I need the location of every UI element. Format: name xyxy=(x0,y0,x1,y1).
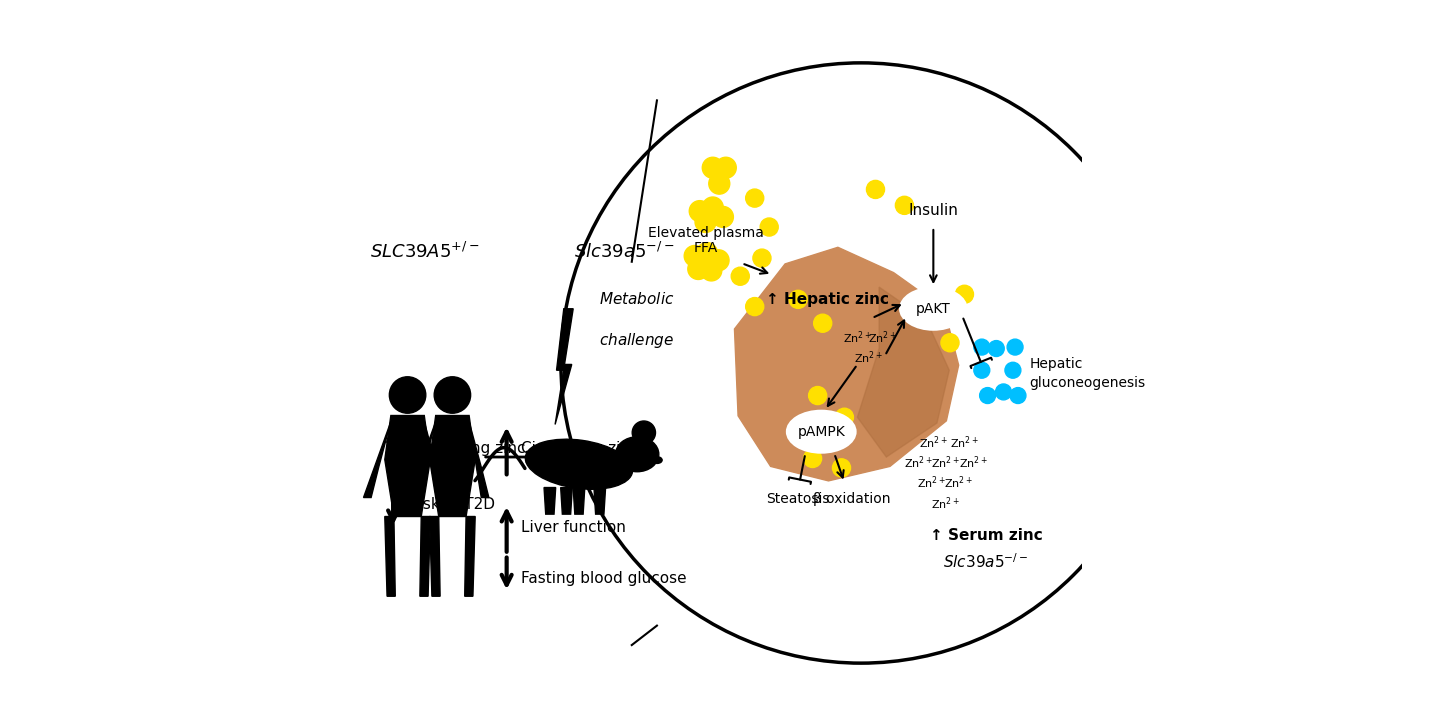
Circle shape xyxy=(896,196,913,214)
Circle shape xyxy=(732,267,749,285)
Text: $\it{Metabolic}$: $\it{Metabolic}$ xyxy=(599,290,675,306)
Text: Elevated plasma: Elevated plasma xyxy=(648,226,763,240)
Polygon shape xyxy=(857,287,949,457)
Text: Zn$^{2+}$: Zn$^{2+}$ xyxy=(842,330,871,346)
Polygon shape xyxy=(734,248,959,481)
Text: Zn$^{2+}$: Zn$^{2+}$ xyxy=(959,454,988,471)
Ellipse shape xyxy=(786,411,855,453)
Text: Risk of T2D: Risk of T2D xyxy=(408,497,494,512)
Circle shape xyxy=(713,206,733,227)
Text: Zn$^{2+}$: Zn$^{2+}$ xyxy=(917,475,946,492)
Ellipse shape xyxy=(526,439,632,489)
Polygon shape xyxy=(409,422,436,497)
Circle shape xyxy=(973,339,989,355)
Circle shape xyxy=(995,384,1011,400)
Polygon shape xyxy=(573,488,585,514)
Circle shape xyxy=(804,449,822,468)
Text: Zn$^{2+}$: Zn$^{2+}$ xyxy=(904,454,933,471)
Circle shape xyxy=(867,180,884,198)
Circle shape xyxy=(696,211,716,232)
Text: pAKT: pAKT xyxy=(916,302,950,316)
Ellipse shape xyxy=(615,437,660,472)
Circle shape xyxy=(684,245,706,266)
Text: gluconeogenesis: gluconeogenesis xyxy=(1030,376,1146,391)
Circle shape xyxy=(835,408,854,426)
Polygon shape xyxy=(384,415,431,516)
Circle shape xyxy=(832,459,851,477)
Text: $\it{Slc39a5}$$^{-/-}$: $\it{Slc39a5}$$^{-/-}$ xyxy=(575,242,674,262)
Polygon shape xyxy=(544,488,556,514)
Polygon shape xyxy=(554,309,573,425)
Circle shape xyxy=(697,242,717,264)
Polygon shape xyxy=(363,422,390,497)
Polygon shape xyxy=(384,516,395,596)
Polygon shape xyxy=(469,422,488,497)
Circle shape xyxy=(746,298,763,316)
Text: Fasting blood glucose: Fasting blood glucose xyxy=(521,571,687,586)
Polygon shape xyxy=(429,516,441,596)
Circle shape xyxy=(703,158,723,178)
Polygon shape xyxy=(560,488,572,514)
Circle shape xyxy=(746,189,763,207)
Polygon shape xyxy=(420,516,431,596)
Text: Zn$^{2+}$: Zn$^{2+}$ xyxy=(932,454,960,471)
Circle shape xyxy=(701,260,721,281)
Text: pAMPK: pAMPK xyxy=(798,425,845,439)
Circle shape xyxy=(690,200,710,221)
Circle shape xyxy=(789,290,808,309)
Ellipse shape xyxy=(900,287,966,330)
Text: Hepatic: Hepatic xyxy=(1030,357,1083,372)
Circle shape xyxy=(703,197,723,218)
Circle shape xyxy=(708,250,729,271)
Text: ↑ Hepatic zinc: ↑ Hepatic zinc xyxy=(766,292,888,306)
Circle shape xyxy=(814,314,832,333)
Circle shape xyxy=(688,258,708,280)
Ellipse shape xyxy=(652,457,662,463)
Text: Liver function: Liver function xyxy=(521,521,626,535)
Circle shape xyxy=(809,386,827,404)
Circle shape xyxy=(716,158,736,178)
Polygon shape xyxy=(593,488,606,514)
Circle shape xyxy=(1009,388,1025,404)
Text: Zn$^{2+}$: Zn$^{2+}$ xyxy=(868,330,897,346)
Circle shape xyxy=(979,388,995,404)
Polygon shape xyxy=(429,415,475,516)
Circle shape xyxy=(973,362,989,378)
Text: Zn$^{2+}$: Zn$^{2+}$ xyxy=(919,434,948,451)
Circle shape xyxy=(760,218,778,236)
Text: Circulating zinc: Circulating zinc xyxy=(408,441,526,456)
Circle shape xyxy=(753,249,770,267)
Circle shape xyxy=(632,421,655,444)
Text: Circulating zinc: Circulating zinc xyxy=(521,441,638,456)
Circle shape xyxy=(955,285,973,303)
Text: Zn$^{2+}$: Zn$^{2+}$ xyxy=(854,349,883,365)
Text: Zn$^{2+}$: Zn$^{2+}$ xyxy=(945,475,973,492)
Text: Zn$^{2+}$: Zn$^{2+}$ xyxy=(932,495,960,512)
Text: $\it{Slc39a5}$$^{-/-}$: $\it{Slc39a5}$$^{-/-}$ xyxy=(943,552,1028,571)
Circle shape xyxy=(435,377,471,413)
Text: Insulin: Insulin xyxy=(909,203,958,219)
Text: Zn$^{2+}$: Zn$^{2+}$ xyxy=(950,434,979,451)
Text: FFA: FFA xyxy=(694,240,717,255)
Circle shape xyxy=(940,334,959,352)
Text: Steatosis: Steatosis xyxy=(766,492,829,506)
Circle shape xyxy=(1007,339,1022,355)
Text: $\it{SLC39A5}$$^{+/-}$: $\it{SLC39A5}$$^{+/-}$ xyxy=(370,242,480,262)
Circle shape xyxy=(708,174,730,194)
Circle shape xyxy=(389,377,426,413)
Circle shape xyxy=(1005,362,1021,378)
Circle shape xyxy=(988,340,1004,356)
Polygon shape xyxy=(465,516,475,596)
Text: ↑ Serum zinc: ↑ Serum zinc xyxy=(930,528,1043,542)
Text: $\it{challenge}$: $\it{challenge}$ xyxy=(599,331,674,350)
Text: β oxidation: β oxidation xyxy=(812,492,890,506)
Polygon shape xyxy=(425,422,444,497)
